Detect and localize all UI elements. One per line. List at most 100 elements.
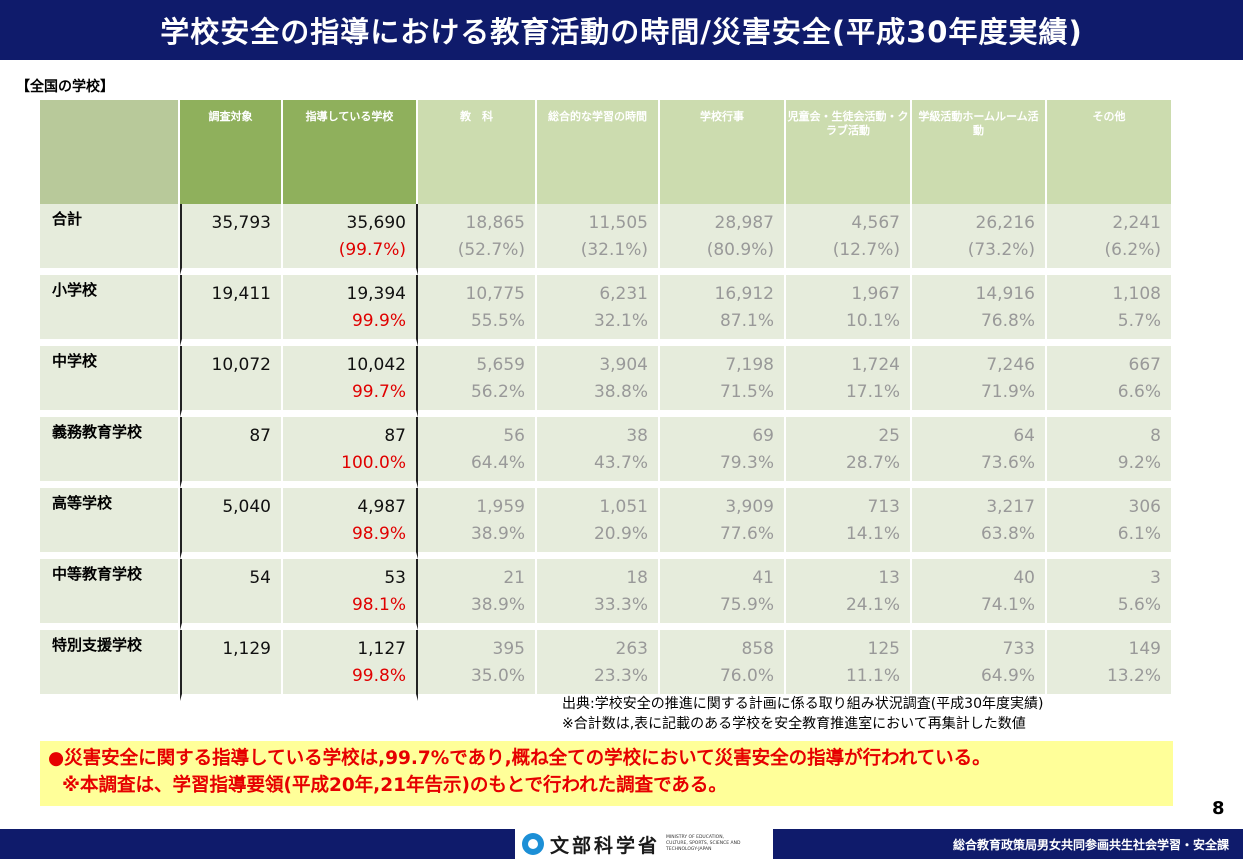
table-row: 合計 35,793 35,690 (99.7%) 18,865 (52.7%) 11,505… bbox=[40, 204, 1173, 275]
table-row: 中学校 10,072 10,042 99.7% 5,659 56.2% 3,904 38.8%… bbox=[40, 346, 1173, 417]
cell-activity-count: 7,246 bbox=[986, 355, 1035, 375]
cell-activity-percent: 13.2% bbox=[1106, 666, 1161, 686]
row-label: 特別支援学校 bbox=[40, 630, 180, 701]
cell-activity: 3,909 77.6% bbox=[660, 488, 786, 559]
data-table: 調査対象 指導している学校 教 科 総合的な学習の時間 学校行事 児童会・生徒会… bbox=[40, 100, 1173, 701]
cell-activity-percent: 38.9% bbox=[470, 524, 525, 544]
header-teaching: 指導している学校 bbox=[283, 100, 418, 204]
cell-teaching: 10,042 99.7% bbox=[283, 346, 418, 417]
cell-activity-percent: 64.9% bbox=[980, 666, 1035, 686]
cell-activity-count: 21 bbox=[503, 568, 525, 588]
cell-activity-percent: 71.5% bbox=[719, 382, 774, 402]
cell-teaching-value: 10,042 bbox=[346, 355, 406, 375]
cell-teaching-percent: 99.9% bbox=[351, 311, 406, 331]
cell-activity: 3,904 38.8% bbox=[537, 346, 660, 417]
cell-activity-percent: (12.7%) bbox=[832, 240, 900, 260]
cell-activity: 858 76.0% bbox=[660, 630, 786, 701]
footer-department: 総合教育政策局男女共同参画共生社会学習・安全課 bbox=[773, 829, 1243, 859]
cell-teaching-value: 4,987 bbox=[357, 497, 406, 517]
cell-activity: 125 11.1% bbox=[786, 630, 912, 701]
cell-activity-count: 69 bbox=[752, 426, 774, 446]
cell-activity-count: 306 bbox=[1128, 497, 1161, 517]
cell-activity: 16,912 87.1% bbox=[660, 275, 786, 346]
cell-activity: 1,967 10.1% bbox=[786, 275, 912, 346]
cell-activity-percent: (80.9%) bbox=[706, 240, 774, 260]
cell-activity: 64 73.6% bbox=[912, 417, 1047, 488]
header-integrated: 総合的な学習の時間 bbox=[537, 100, 660, 204]
row-label: 高等学校 bbox=[40, 488, 180, 559]
cell-activity-percent: 55.5% bbox=[470, 311, 525, 331]
cell-activity: 713 14.1% bbox=[786, 488, 912, 559]
cell-activity-count: 3,217 bbox=[986, 497, 1035, 517]
cell-target: 87 bbox=[180, 417, 283, 488]
ministry-emblem-icon bbox=[522, 833, 544, 855]
cell-teaching-percent: 99.8% bbox=[351, 666, 406, 686]
highlight-line-1: ●災害安全に関する指導している学校は,99.7%であり,概ね全ての学校において災… bbox=[48, 748, 991, 769]
cell-activity-percent: (73.2%) bbox=[967, 240, 1035, 260]
cell-activity: 3,217 63.8% bbox=[912, 488, 1047, 559]
cell-activity: 306 6.1% bbox=[1047, 488, 1173, 559]
cell-activity: 5,659 56.2% bbox=[418, 346, 537, 417]
cell-activity-percent: 28.7% bbox=[845, 453, 900, 473]
cell-activity-percent: (52.7%) bbox=[457, 240, 525, 260]
cell-teaching-percent: 100.0% bbox=[341, 453, 406, 473]
header-subject: 教 科 bbox=[418, 100, 537, 204]
table-row: 中等教育学校 54 53 98.1% 21 38.9% 18 33.3% 41 75.9% 13 24… bbox=[40, 559, 1173, 630]
cell-activity-percent: 63.8% bbox=[980, 524, 1035, 544]
cell-target-value: 5,040 bbox=[222, 497, 271, 517]
highlight-box: ●災害安全に関する指導している学校は,99.7%であり,概ね全ての学校において災… bbox=[40, 741, 1173, 806]
cell-activity-count: 5,659 bbox=[476, 355, 525, 375]
row-label: 合計 bbox=[40, 204, 180, 275]
cell-activity-percent: 56.2% bbox=[470, 382, 525, 402]
cell-activity-count: 149 bbox=[1128, 639, 1161, 659]
cell-activity-count: 1,959 bbox=[476, 497, 525, 517]
cell-activity-percent: 9.2% bbox=[1117, 453, 1161, 473]
table-row: 特別支援学校 1,129 1,127 99.8% 395 35.0% 263 23.3% 858… bbox=[40, 630, 1173, 701]
cell-activity-count: 1,108 bbox=[1112, 284, 1161, 304]
cell-teaching: 1,127 99.8% bbox=[283, 630, 418, 701]
cell-activity: 4,567 (12.7%) bbox=[786, 204, 912, 275]
source-line-1: 出典:学校安全の推進に関する計画に係る取り組み状況調査(平成30年度実績) bbox=[562, 696, 1044, 712]
cell-activity: 7,198 71.5% bbox=[660, 346, 786, 417]
table-row: 義務教育学校 87 87 100.0% 56 64.4% 38 43.7% 69 79.3% 25 2… bbox=[40, 417, 1173, 488]
cell-activity: 69 79.3% bbox=[660, 417, 786, 488]
cell-activity-percent: 38.8% bbox=[593, 382, 648, 402]
cell-teaching-value: 53 bbox=[384, 568, 406, 588]
footer-band-left bbox=[0, 829, 515, 859]
cell-activity-count: 3,909 bbox=[725, 497, 774, 517]
cell-activity-percent: 76.8% bbox=[980, 311, 1035, 331]
cell-activity: 21 38.9% bbox=[418, 559, 537, 630]
cell-activity: 40 74.1% bbox=[912, 559, 1047, 630]
cell-activity-count: 41 bbox=[752, 568, 774, 588]
cell-activity-percent: 5.6% bbox=[1117, 595, 1161, 615]
cell-activity: 733 64.9% bbox=[912, 630, 1047, 701]
cell-activity-count: 7,198 bbox=[725, 355, 774, 375]
cell-activity-percent: 35.0% bbox=[470, 666, 525, 686]
cell-target: 10,072 bbox=[180, 346, 283, 417]
cell-activity-count: 38 bbox=[626, 426, 648, 446]
cell-activity: 38 43.7% bbox=[537, 417, 660, 488]
cell-activity-percent: 5.7% bbox=[1117, 311, 1161, 331]
cell-activity: 13 24.1% bbox=[786, 559, 912, 630]
cell-target: 5,040 bbox=[180, 488, 283, 559]
cell-activity-count: 733 bbox=[1002, 639, 1035, 659]
section-subtitle: 【全国の学校】 bbox=[16, 79, 114, 95]
cell-teaching-percent: 98.1% bbox=[351, 595, 406, 615]
cell-activity-count: 11,505 bbox=[588, 213, 648, 233]
cell-activity: 14,916 76.8% bbox=[912, 275, 1047, 346]
table-row: 高等学校 5,040 4,987 98.9% 1,959 38.9% 1,051 20.9% 3… bbox=[40, 488, 1173, 559]
cell-activity: 667 6.6% bbox=[1047, 346, 1173, 417]
row-label: 中等教育学校 bbox=[40, 559, 180, 630]
cell-activity: 25 28.7% bbox=[786, 417, 912, 488]
cell-activity-count: 395 bbox=[492, 639, 525, 659]
cell-activity-count: 4,567 bbox=[851, 213, 900, 233]
page-title: 学校安全の指導における教育活動の時間/災害安全(平成30年度実績) bbox=[0, 0, 1243, 60]
cell-activity-percent: 14.1% bbox=[845, 524, 900, 544]
cell-activity-count: 10,775 bbox=[465, 284, 525, 304]
cell-activity-count: 2,241 bbox=[1112, 213, 1161, 233]
cell-target-value: 54 bbox=[249, 568, 271, 588]
cell-activity: 11,505 (32.1%) bbox=[537, 204, 660, 275]
cell-activity-count: 667 bbox=[1128, 355, 1161, 375]
cell-activity-percent: 76.0% bbox=[719, 666, 774, 686]
cell-activity-percent: (32.1%) bbox=[580, 240, 648, 260]
